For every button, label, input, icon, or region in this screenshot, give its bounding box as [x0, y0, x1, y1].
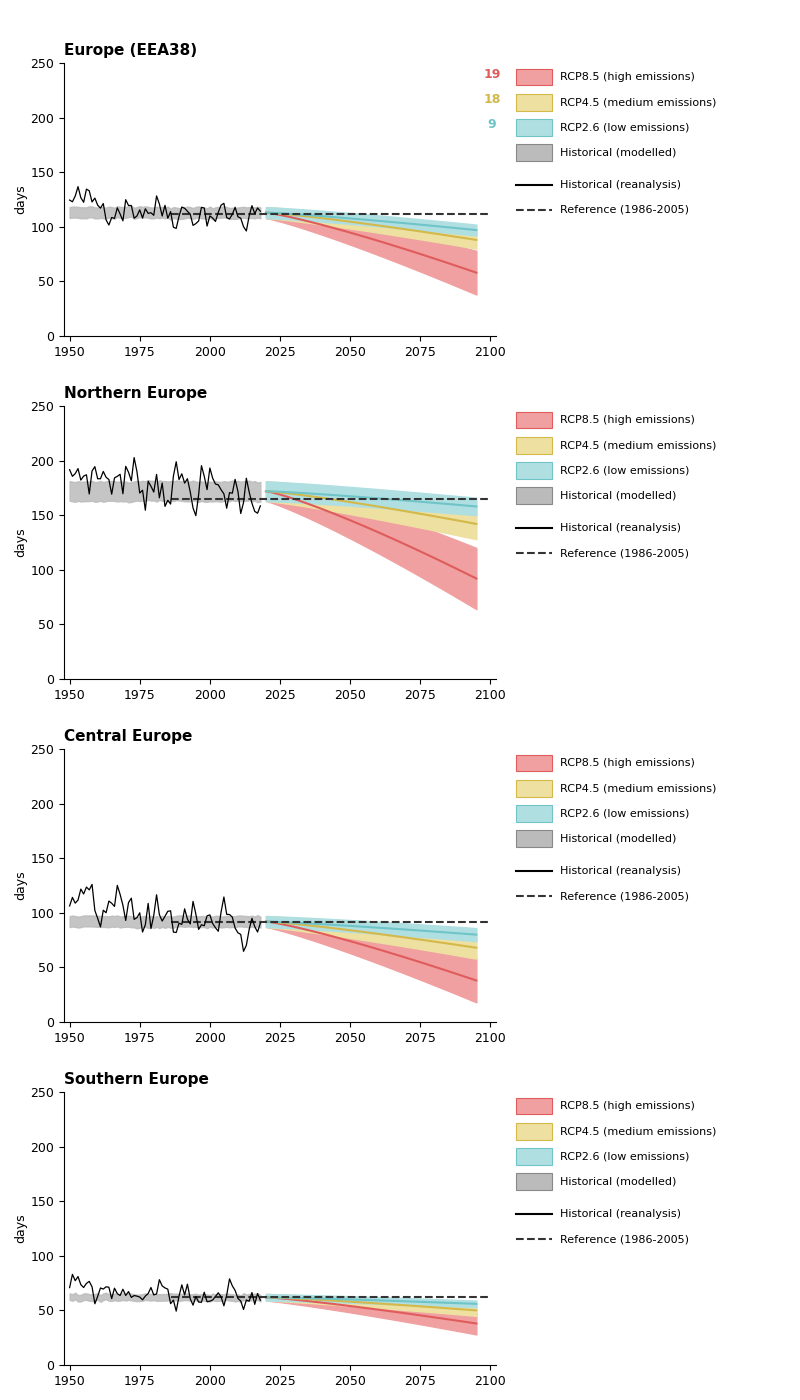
Text: Historical (modelled): Historical (modelled): [560, 1176, 676, 1187]
Text: Historical (modelled): Historical (modelled): [560, 833, 676, 844]
Text: RCP8.5 (high emissions): RCP8.5 (high emissions): [560, 414, 695, 426]
Text: RCP2.6 (low emissions): RCP2.6 (low emissions): [560, 122, 690, 133]
Text: Reference (1986-2005): Reference (1986-2005): [560, 204, 689, 216]
Text: Reference (1986-2005): Reference (1986-2005): [560, 1233, 689, 1245]
Text: RCP4.5 (medium emissions): RCP4.5 (medium emissions): [560, 1126, 716, 1137]
Text: RCP2.6 (low emissions): RCP2.6 (low emissions): [560, 465, 690, 476]
Text: Central Europe: Central Europe: [64, 728, 192, 743]
Text: Historical (reanalysis): Historical (reanalysis): [560, 1208, 681, 1219]
Text: Historical (reanalysis): Historical (reanalysis): [560, 179, 681, 190]
Text: Europe (EEA38): Europe (EEA38): [64, 42, 197, 57]
Text: Historical (modelled): Historical (modelled): [560, 490, 676, 501]
Text: Northern Europe: Northern Europe: [64, 385, 207, 400]
Y-axis label: days: days: [14, 185, 28, 214]
Y-axis label: days: days: [14, 1214, 28, 1243]
Text: Historical (modelled): Historical (modelled): [560, 147, 676, 158]
Text: Reference (1986-2005): Reference (1986-2005): [560, 547, 689, 559]
Text: Reference (1986-2005): Reference (1986-2005): [560, 890, 689, 902]
Text: Historical (reanalysis): Historical (reanalysis): [560, 865, 681, 876]
Text: 18: 18: [483, 92, 501, 106]
Y-axis label: days: days: [14, 871, 28, 900]
Text: Southern Europe: Southern Europe: [64, 1071, 209, 1086]
Text: RCP4.5 (medium emissions): RCP4.5 (medium emissions): [560, 97, 716, 108]
Text: RCP4.5 (medium emissions): RCP4.5 (medium emissions): [560, 440, 716, 451]
Text: 19: 19: [483, 67, 501, 81]
Text: RCP8.5 (high emissions): RCP8.5 (high emissions): [560, 757, 695, 769]
Text: RCP4.5 (medium emissions): RCP4.5 (medium emissions): [560, 783, 716, 794]
Text: RCP2.6 (low emissions): RCP2.6 (low emissions): [560, 808, 690, 819]
Y-axis label: days: days: [14, 528, 28, 557]
Text: RCP8.5 (high emissions): RCP8.5 (high emissions): [560, 1100, 695, 1112]
Text: RCP8.5 (high emissions): RCP8.5 (high emissions): [560, 71, 695, 83]
Text: 9: 9: [488, 118, 496, 132]
Text: RCP2.6 (low emissions): RCP2.6 (low emissions): [560, 1151, 690, 1162]
Text: Historical (reanalysis): Historical (reanalysis): [560, 522, 681, 533]
